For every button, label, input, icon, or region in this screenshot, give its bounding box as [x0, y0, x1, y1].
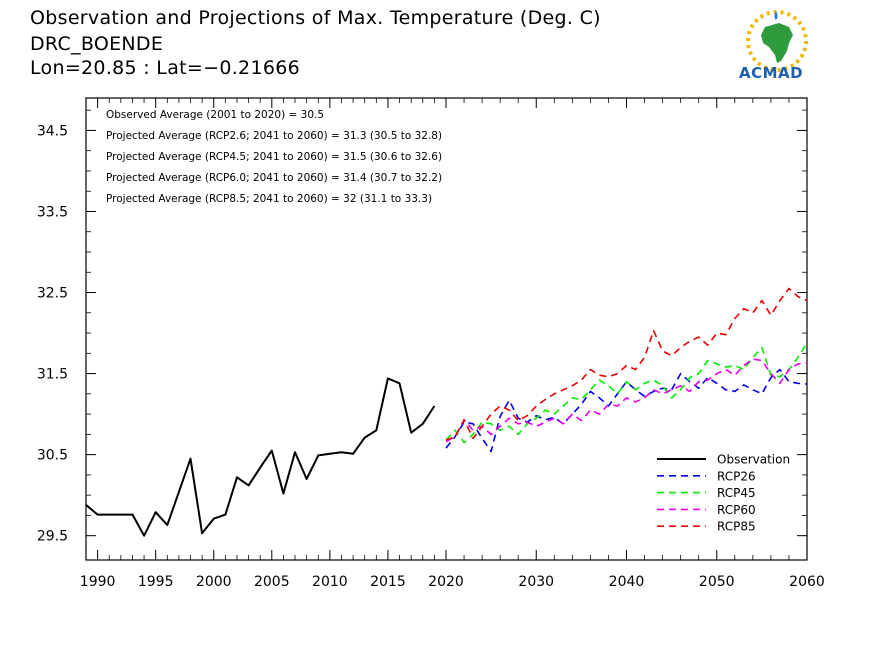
- acmad-logo: [746, 10, 808, 72]
- series-line-rcp60: [445, 358, 808, 443]
- series-line-rcp26: [445, 368, 808, 453]
- water-drop-icon: [774, 11, 778, 20]
- x-tick-labels: 1990 1995 2000 2005 2010 2015 2020 2030 2040 2050…: [80, 574, 825, 590]
- y-tick-label: 33.5: [37, 204, 68, 220]
- x-tick-label: 1990: [80, 574, 116, 590]
- x-tick-label: 2020: [428, 574, 464, 590]
- x-tick-label: 2060: [789, 574, 825, 590]
- legend-label: RCP60: [717, 503, 756, 517]
- x-tick-label: 1995: [138, 574, 174, 590]
- legend: Observation RCP26 RCP45 RCP60 RCP85: [657, 453, 790, 534]
- station-name: DRC_BOENDE: [30, 33, 164, 55]
- legend-label: RCP45: [717, 486, 756, 500]
- series-line-rcp45: [445, 342, 808, 444]
- x-tick-label: 2015: [370, 574, 406, 590]
- series-line-rcp85: [445, 287, 808, 441]
- annotation-line: Observed Average (2001 to 2020) = 30.5: [106, 109, 324, 121]
- x-tick-label: 2000: [196, 574, 232, 590]
- annotation-line: Projected Average (RCP8.5; 2041 to 2060)…: [106, 193, 432, 205]
- annotation-line: Projected Average (RCP4.5; 2041 to 2060)…: [106, 151, 442, 163]
- series-line-observation: [85, 377, 436, 537]
- annotation-line: Projected Average (RCP2.6; 2041 to 2060)…: [106, 130, 442, 142]
- y-tick-label: 31.5: [37, 367, 68, 383]
- legend-label: RCP85: [717, 520, 756, 534]
- y-tick-label: 29.5: [37, 529, 68, 545]
- axis-ticks: [86, 98, 808, 560]
- y-tick-label: 32.5: [37, 286, 68, 302]
- acmad-logo-text: ACMAD: [739, 64, 804, 82]
- x-tick-label: 2005: [254, 574, 290, 590]
- legend-label: Observation: [717, 453, 790, 467]
- x-tick-label: 2040: [609, 574, 645, 590]
- y-tick-label: 34.5: [37, 123, 68, 139]
- sun-rays-icon: [746, 10, 808, 72]
- station-coordinates: Lon=20.85 : Lat=−0.21666: [30, 57, 300, 79]
- annotation-block: Observed Average (2001 to 2020) = 30.5 Pr…: [106, 109, 442, 205]
- annotation-line: Projected Average (RCP6.0; 2041 to 2060)…: [106, 172, 442, 184]
- x-tick-label: 2010: [312, 574, 348, 590]
- y-tick-labels: 29.5 30.5 31.5 32.5 33.5 34.5: [37, 123, 68, 544]
- chart-title: Observation and Projections of Max. Temp…: [30, 7, 601, 29]
- africa-map-icon: [761, 23, 793, 63]
- plot-frame: [85, 97, 808, 561]
- x-tick-label: 2030: [518, 574, 554, 590]
- y-tick-label: 30.5: [37, 448, 68, 464]
- x-tick-label: 2050: [699, 574, 735, 590]
- legend-label: RCP26: [717, 469, 756, 483]
- series-lines: [85, 287, 808, 537]
